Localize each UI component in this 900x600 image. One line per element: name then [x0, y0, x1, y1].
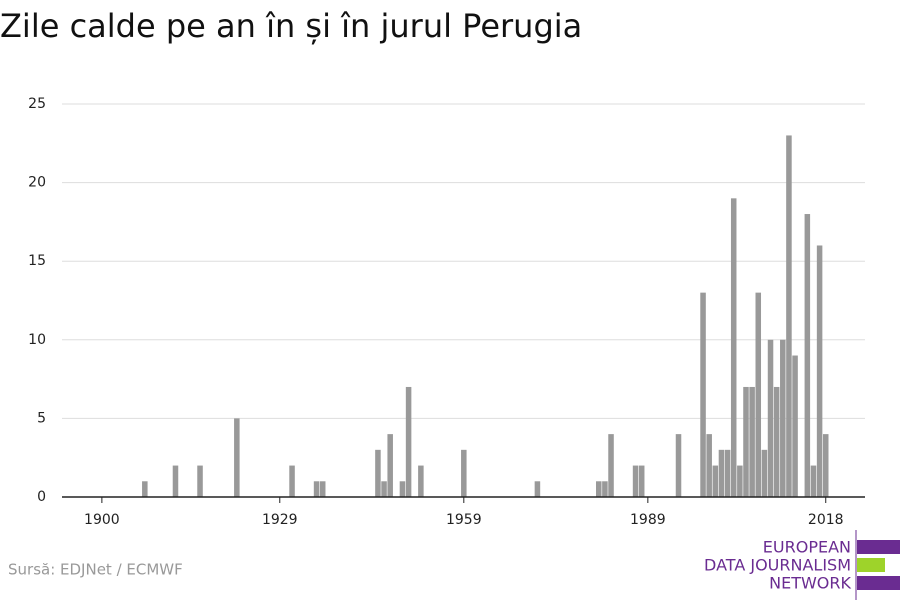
bar [375, 449, 381, 497]
x-tick-label: 1929 [262, 512, 298, 528]
bar [234, 418, 240, 497]
logo-text: NETWORK [769, 574, 851, 593]
y-tick-label: 20 [28, 175, 46, 191]
bar [381, 481, 387, 497]
bar [596, 481, 602, 497]
y-tick-label: 0 [37, 489, 46, 505]
bar [700, 292, 706, 497]
bar [816, 245, 823, 497]
bar [780, 339, 786, 497]
bar [749, 386, 755, 497]
chart-title: Zile calde pe an în și în jurul Perugia [0, 7, 582, 45]
bar [197, 465, 203, 497]
bar [675, 434, 682, 497]
bar [319, 481, 326, 497]
bar [804, 214, 811, 498]
bar [810, 465, 817, 497]
bar [706, 434, 712, 497]
x-tick-label: 1959 [446, 512, 482, 528]
bar [724, 449, 731, 497]
source: Sursă: EDJNet / ECMWF [8, 561, 183, 579]
bar [405, 386, 412, 497]
bar [289, 465, 295, 497]
x-tick-label: 1989 [630, 512, 666, 528]
bar [313, 481, 320, 497]
bar [534, 481, 541, 497]
bar [743, 386, 749, 497]
bar [602, 481, 608, 497]
logo-bar [857, 558, 885, 572]
y-tick-label: 10 [28, 332, 46, 348]
x-tick-label: 1900 [84, 512, 120, 528]
y-tick-label: 25 [28, 96, 46, 112]
bar [712, 465, 719, 497]
bar [755, 292, 762, 497]
bar [822, 434, 829, 497]
logo-text: DATA JOURNALISM [704, 556, 851, 575]
bar [142, 481, 148, 497]
logo-bar [857, 540, 900, 554]
bar [718, 449, 725, 497]
logo-text: EUROPEAN [763, 538, 851, 557]
bar [399, 481, 406, 497]
bar [461, 449, 467, 497]
bar [172, 465, 179, 497]
bar [792, 355, 798, 497]
bar [786, 135, 792, 497]
y-tick-label: 5 [37, 410, 46, 426]
logo-bar [857, 576, 900, 590]
bar [737, 465, 743, 497]
bar [638, 465, 645, 497]
logo: EUROPEAN DATA JOURNALISM NETWORK [704, 530, 900, 600]
x-tick-label: 2018 [808, 512, 844, 528]
bar [608, 434, 614, 497]
bar [418, 465, 424, 497]
y-tick-label: 15 [28, 253, 46, 269]
bar [632, 465, 639, 497]
bar [730, 198, 737, 497]
bar [767, 339, 774, 497]
bar [773, 386, 780, 497]
bar [761, 449, 768, 497]
bar [387, 434, 393, 497]
